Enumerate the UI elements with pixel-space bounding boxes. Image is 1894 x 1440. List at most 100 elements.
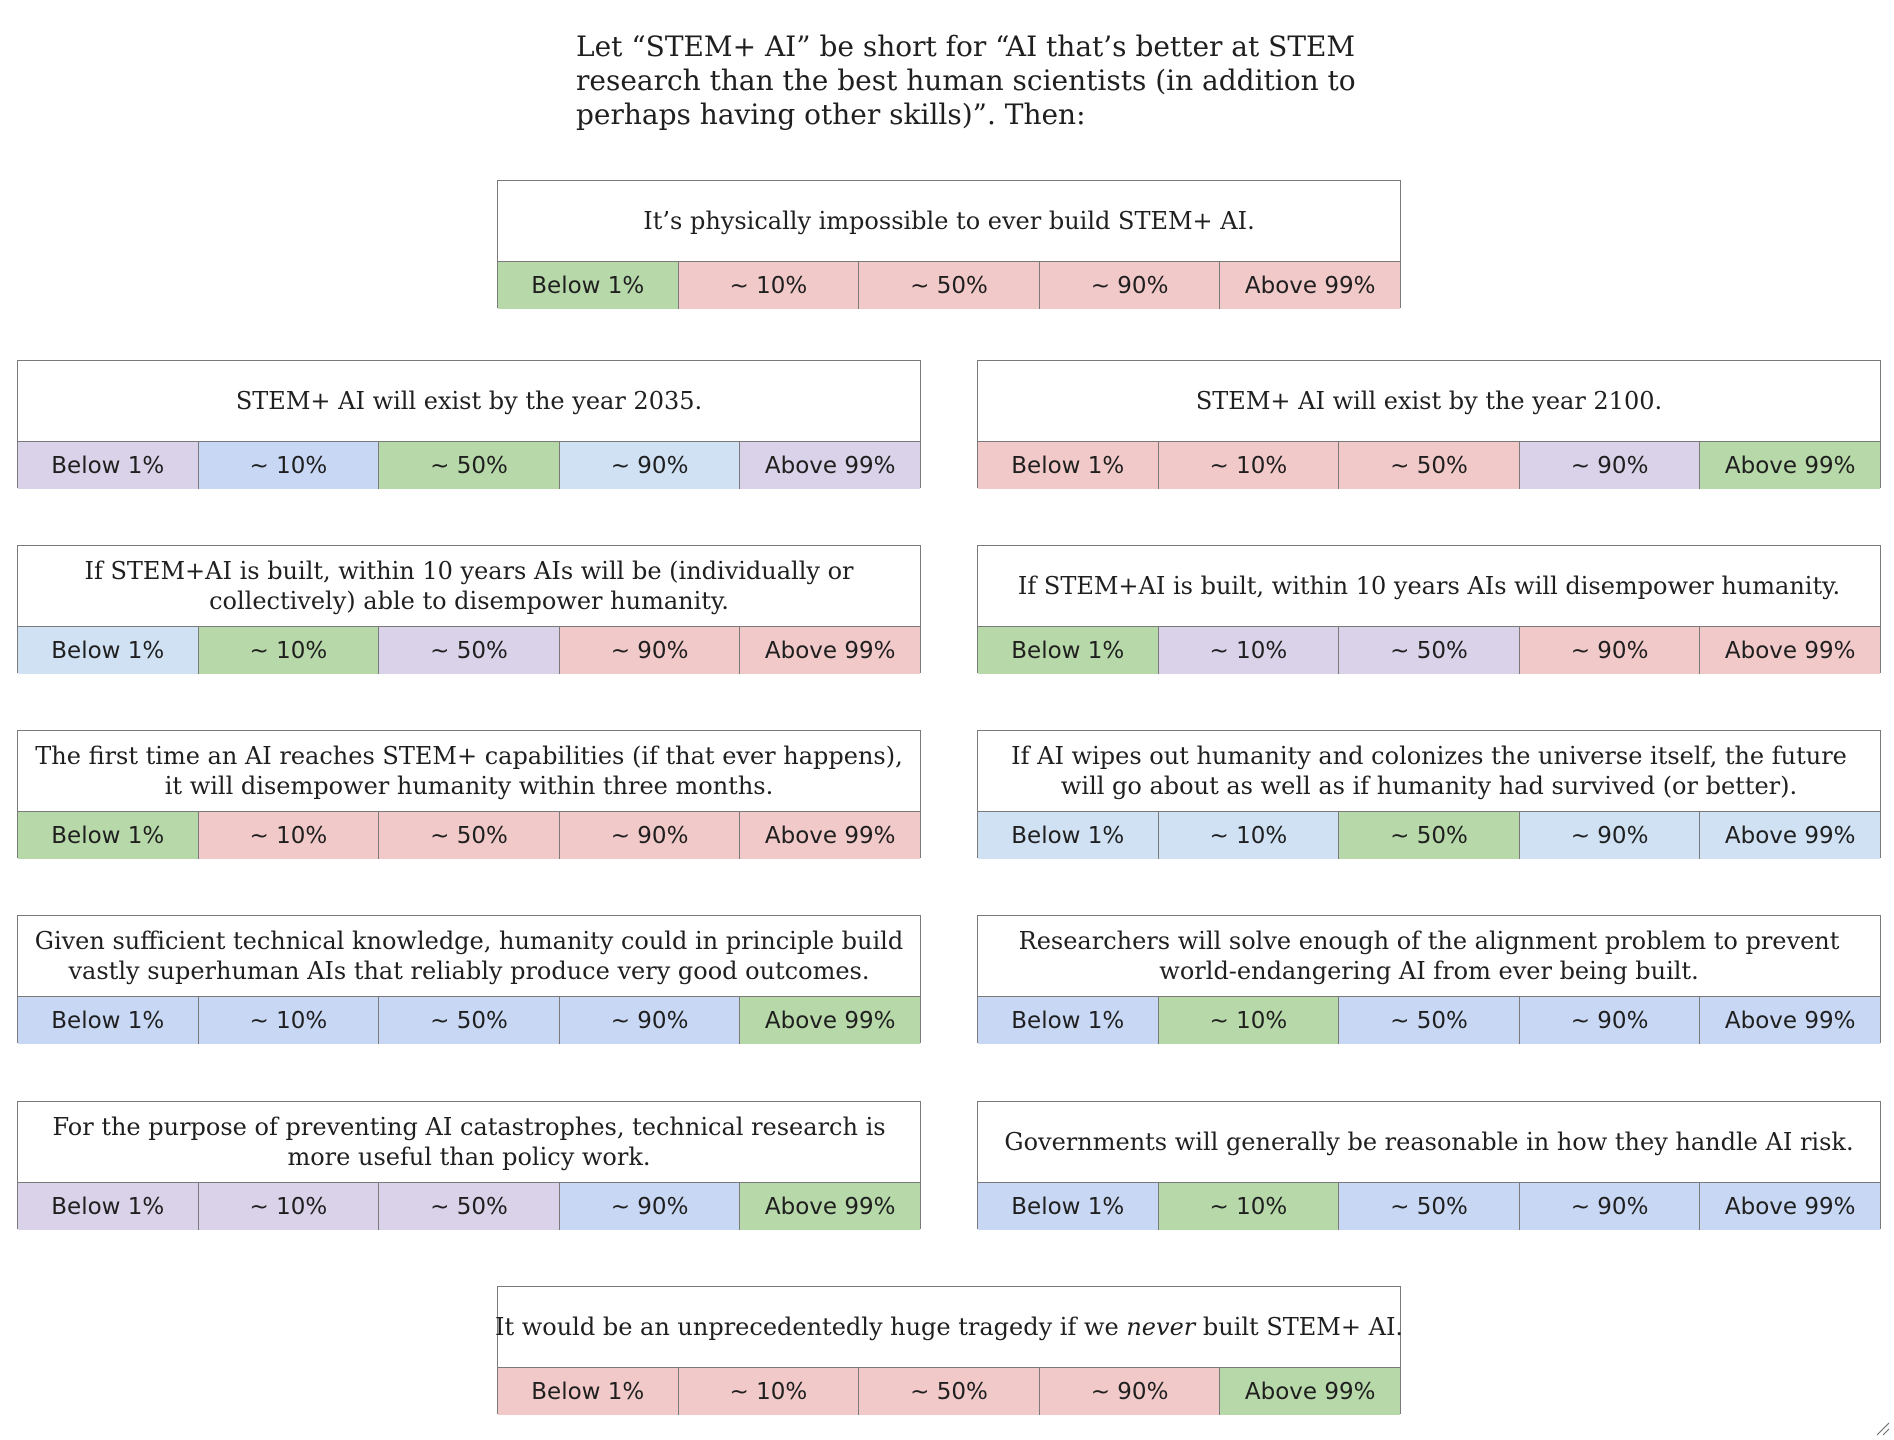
- option-above-99[interactable]: Above 99%: [1699, 997, 1880, 1044]
- option-50[interactable]: ~ 50%: [378, 627, 559, 674]
- option-50[interactable]: ~ 50%: [1338, 997, 1519, 1044]
- option-row: Below 1% ~ 10% ~ 50% ~ 90% Above 99%: [18, 626, 920, 674]
- question-statement: If STEM+AI is built, within 10 years AIs…: [84, 557, 854, 615]
- option-10[interactable]: ~ 10%: [197, 1183, 379, 1230]
- option-row: Below 1% ~ 10% ~ 50% ~ 90% Above 99%: [978, 441, 1880, 489]
- option-above-99[interactable]: Above 99%: [739, 812, 920, 859]
- option-50[interactable]: ~ 50%: [378, 442, 559, 489]
- option-90[interactable]: ~ 90%: [1518, 442, 1700, 489]
- option-row: Below 1% ~ 10% ~ 50% ~ 90% Above 99%: [18, 1182, 920, 1230]
- statement-part: It would be an unprecedentedly huge trag…: [494, 1313, 1127, 1341]
- question-card: Governments will generally be reasonable…: [977, 1101, 1881, 1230]
- option-below-1[interactable]: Below 1%: [978, 812, 1158, 859]
- question-card: Given sufficient technical knowledge, hu…: [17, 915, 921, 1044]
- option-90[interactable]: ~ 90%: [1038, 1368, 1220, 1415]
- option-90[interactable]: ~ 90%: [1518, 627, 1700, 674]
- question-statement: For the purpose of preventing AI catastr…: [52, 1113, 886, 1171]
- option-90[interactable]: ~ 90%: [558, 442, 740, 489]
- option-below-1[interactable]: Below 1%: [498, 262, 678, 309]
- question-card: It would be an unprecedentedly huge trag…: [494, 1286, 1404, 1415]
- option-below-1[interactable]: Below 1%: [18, 627, 198, 674]
- question-statement: STEM+ AI will exist by the year 2100.: [1195, 387, 1663, 415]
- question-card: If STEM+AI is built, within 10 years AIs…: [977, 545, 1881, 674]
- option-50[interactable]: ~ 50%: [378, 997, 559, 1044]
- option-10[interactable]: ~ 10%: [1157, 997, 1339, 1044]
- option-above-99[interactable]: Above 99%: [1699, 812, 1880, 859]
- question-card: The first time an AI reaches STEM+ capab…: [17, 730, 921, 859]
- option-above-99[interactable]: Above 99%: [739, 1183, 920, 1230]
- question-statement: It’s physically impossible to ever build…: [643, 207, 1255, 235]
- statement-emphasis: never: [1126, 1313, 1196, 1341]
- option-10[interactable]: ~ 10%: [1157, 442, 1339, 489]
- option-10[interactable]: ~ 10%: [197, 627, 379, 674]
- question-card: For the purpose of preventing AI catastr…: [17, 1101, 921, 1230]
- option-90[interactable]: ~ 90%: [558, 812, 740, 859]
- intro-line: research than the best human scientists …: [576, 64, 1356, 97]
- option-below-1[interactable]: Below 1%: [18, 997, 198, 1044]
- option-50[interactable]: ~ 50%: [1338, 812, 1519, 859]
- option-above-99[interactable]: Above 99%: [1219, 262, 1400, 309]
- option-10[interactable]: ~ 10%: [1157, 812, 1339, 859]
- question-card: If STEM+AI is built, within 10 years AIs…: [17, 545, 921, 674]
- option-row: Below 1% ~ 10% ~ 50% ~ 90% Above 99%: [978, 1182, 1880, 1230]
- option-below-1[interactable]: Below 1%: [18, 812, 198, 859]
- option-90[interactable]: ~ 90%: [558, 627, 740, 674]
- question-statement: If AI wipes out humanity and colonizes t…: [1011, 742, 1847, 800]
- statement-part: built STEM+ AI.: [1195, 1313, 1404, 1341]
- question-statement: Governments will generally be reasonable…: [1004, 1128, 1854, 1156]
- option-10[interactable]: ~ 10%: [197, 812, 379, 859]
- question-card: STEM+ AI will exist by the year 2100. Be…: [977, 360, 1881, 489]
- option-row: Below 1% ~ 10% ~ 50% ~ 90% Above 99%: [18, 811, 920, 859]
- option-50[interactable]: ~ 50%: [378, 812, 559, 859]
- intro-text: Let “STEM+ AI” be short for “AI that’s b…: [576, 30, 1376, 132]
- option-row: Below 1% ~ 10% ~ 50% ~ 90% Above 99%: [18, 441, 920, 489]
- option-above-99[interactable]: Above 99%: [1699, 1183, 1880, 1230]
- question-statement: It would be an unprecedentedly huge trag…: [494, 1287, 1404, 1367]
- option-10[interactable]: ~ 10%: [197, 442, 379, 489]
- option-below-1[interactable]: Below 1%: [978, 1183, 1158, 1230]
- option-90[interactable]: ~ 90%: [1518, 1183, 1700, 1230]
- option-50[interactable]: ~ 50%: [858, 1368, 1039, 1415]
- question-card: If AI wipes out humanity and colonizes t…: [977, 730, 1881, 859]
- option-50[interactable]: ~ 50%: [1338, 627, 1519, 674]
- question-statement: STEM+ AI will exist by the year 2035.: [235, 387, 703, 415]
- resize-handle-icon[interactable]: [1874, 1420, 1890, 1436]
- option-10[interactable]: ~ 10%: [677, 262, 859, 309]
- option-above-99[interactable]: Above 99%: [1219, 1368, 1400, 1415]
- question-statement: Researchers will solve enough of the ali…: [1018, 927, 1840, 985]
- option-below-1[interactable]: Below 1%: [18, 442, 198, 489]
- option-10[interactable]: ~ 10%: [677, 1368, 859, 1415]
- option-10[interactable]: ~ 10%: [1157, 1183, 1339, 1230]
- option-above-99[interactable]: Above 99%: [1699, 442, 1880, 489]
- intro-line: Let “STEM+ AI” be short for “AI that’s b…: [576, 30, 1356, 63]
- question-card: STEM+ AI will exist by the year 2035. Be…: [17, 360, 921, 489]
- question-statement: The first time an AI reaches STEM+ capab…: [35, 742, 903, 800]
- option-row: Below 1% ~ 10% ~ 50% ~ 90% Above 99%: [18, 996, 920, 1044]
- option-above-99[interactable]: Above 99%: [739, 627, 920, 674]
- option-50[interactable]: ~ 50%: [378, 1183, 559, 1230]
- option-above-99[interactable]: Above 99%: [739, 997, 920, 1044]
- option-below-1[interactable]: Below 1%: [498, 1368, 678, 1415]
- option-50[interactable]: ~ 50%: [1338, 442, 1519, 489]
- question-statement: Given sufficient technical knowledge, hu…: [34, 927, 904, 985]
- option-above-99[interactable]: Above 99%: [739, 442, 920, 489]
- option-below-1[interactable]: Below 1%: [978, 997, 1158, 1044]
- option-90[interactable]: ~ 90%: [1038, 262, 1220, 309]
- option-50[interactable]: ~ 50%: [1338, 1183, 1519, 1230]
- option-50[interactable]: ~ 50%: [858, 262, 1039, 309]
- option-row: Below 1% ~ 10% ~ 50% ~ 90% Above 99%: [978, 996, 1880, 1044]
- question-card: Researchers will solve enough of the ali…: [977, 915, 1881, 1044]
- option-90[interactable]: ~ 90%: [1518, 997, 1700, 1044]
- option-10[interactable]: ~ 10%: [1157, 627, 1339, 674]
- option-row: Below 1% ~ 10% ~ 50% ~ 90% Above 99%: [978, 811, 1880, 859]
- option-below-1[interactable]: Below 1%: [978, 627, 1158, 674]
- option-below-1[interactable]: Below 1%: [18, 1183, 198, 1230]
- question-card: It’s physically impossible to ever build…: [497, 180, 1401, 309]
- option-below-1[interactable]: Below 1%: [978, 442, 1158, 489]
- option-90[interactable]: ~ 90%: [558, 1183, 740, 1230]
- option-above-99[interactable]: Above 99%: [1699, 627, 1880, 674]
- intro-line: perhaps having other skills)”. Then:: [576, 98, 1086, 131]
- option-90[interactable]: ~ 90%: [1518, 812, 1700, 859]
- option-10[interactable]: ~ 10%: [197, 997, 379, 1044]
- option-90[interactable]: ~ 90%: [558, 997, 740, 1044]
